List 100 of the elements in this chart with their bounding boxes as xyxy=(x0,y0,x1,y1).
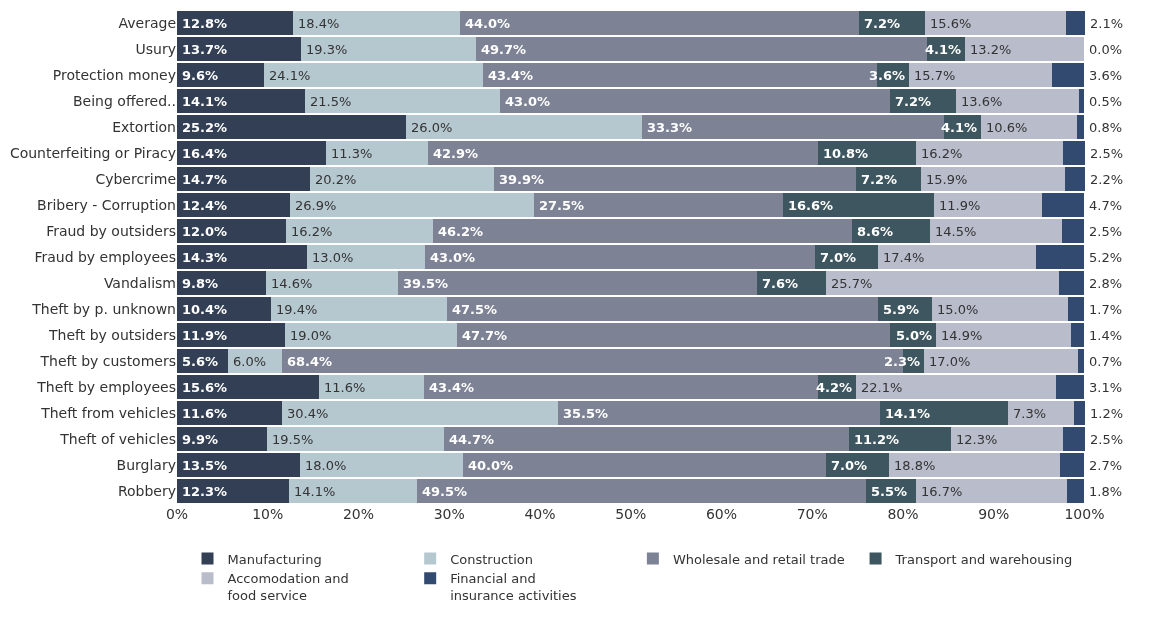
x-tick-label: 10% xyxy=(252,506,284,522)
data-label: 14.1% xyxy=(294,484,336,499)
bar xyxy=(859,11,925,35)
bar xyxy=(265,271,399,295)
data-label: 35.5% xyxy=(563,406,609,421)
bar xyxy=(398,271,757,295)
data-label: 18.8% xyxy=(894,458,936,473)
data-label: 33.3% xyxy=(647,120,693,135)
data-label: 1.2% xyxy=(1090,406,1124,421)
bar xyxy=(284,323,458,347)
data-label: 47.7% xyxy=(462,328,508,343)
bar xyxy=(177,453,300,477)
bar xyxy=(177,63,265,87)
bar xyxy=(325,141,429,165)
bar xyxy=(981,115,1078,139)
y-tick-label: Protection money xyxy=(52,66,176,83)
x-tick-label: 100% xyxy=(1064,506,1105,522)
data-label: 14.7% xyxy=(182,172,228,187)
data-label: 10.4% xyxy=(182,302,228,317)
data-label: 2.5% xyxy=(1089,224,1123,239)
data-label: 10.6% xyxy=(986,120,1028,135)
bar xyxy=(177,479,289,503)
data-label: 43.0% xyxy=(505,94,551,109)
data-label: 4.1% xyxy=(925,42,962,57)
data-label: 2.7% xyxy=(1089,458,1123,473)
legend-label: Financial and insurance activities xyxy=(450,571,577,604)
data-label: 2.3% xyxy=(884,354,921,369)
data-label: 15.7% xyxy=(914,68,956,83)
data-label: 7.3% xyxy=(1013,406,1047,421)
data-label: 19.0% xyxy=(290,328,332,343)
data-label: 47.5% xyxy=(452,302,498,317)
bar xyxy=(447,297,879,321)
bar xyxy=(890,89,956,113)
bar xyxy=(964,37,1085,61)
bar xyxy=(1051,63,1085,87)
data-label: 12.3% xyxy=(956,432,998,447)
data-label: 26.9% xyxy=(295,198,337,213)
data-label: 13.0% xyxy=(312,250,354,265)
y-tick-label: Theft from vehicles xyxy=(40,404,176,421)
data-label: 11.3% xyxy=(331,146,373,161)
data-label: 43.4% xyxy=(429,380,475,395)
y-tick-label: Vandalism xyxy=(103,274,176,291)
bar xyxy=(424,245,815,269)
data-label: 20.2% xyxy=(315,172,357,187)
data-label: 11.6% xyxy=(324,380,366,395)
y-tick-label: Bribery - Corruption xyxy=(37,196,176,213)
bar xyxy=(955,89,1080,113)
bar xyxy=(825,271,1060,295)
bar xyxy=(1059,453,1085,477)
data-label: 43.4% xyxy=(488,68,534,83)
data-label: 0.7% xyxy=(1089,354,1123,369)
bar xyxy=(1062,427,1086,451)
data-label: 25.2% xyxy=(182,120,228,135)
bar xyxy=(457,323,891,347)
data-label: 13.5% xyxy=(182,458,228,473)
bar xyxy=(783,193,934,217)
bar xyxy=(1077,115,1085,139)
bar xyxy=(177,219,286,243)
y-tick-label: Theft of vehicles xyxy=(59,430,176,447)
data-label: 9.8% xyxy=(182,276,219,291)
data-label: 15.9% xyxy=(926,172,968,187)
data-label: 2.5% xyxy=(1090,432,1124,447)
bar xyxy=(1068,297,1084,321)
data-label: 19.3% xyxy=(306,42,348,57)
data-label: 12.4% xyxy=(182,198,228,213)
data-label: 39.9% xyxy=(499,172,545,187)
data-label: 16.4% xyxy=(182,146,228,161)
data-label: 15.0% xyxy=(937,302,979,317)
bar xyxy=(924,11,1067,35)
data-label: 46.2% xyxy=(438,224,484,239)
bar xyxy=(1041,193,1085,217)
y-tick-label: Theft by employees xyxy=(36,378,176,395)
x-tick-label: 0% xyxy=(165,506,189,522)
data-label: 7.6% xyxy=(762,276,799,291)
data-label: 12.0% xyxy=(182,224,228,239)
data-label: 18.4% xyxy=(298,16,340,31)
data-label: 0.8% xyxy=(1089,120,1123,135)
y-tick-label: Extortion xyxy=(112,118,176,135)
legend-label: Transport and warehousing xyxy=(894,551,1073,567)
bar xyxy=(915,479,1068,503)
bar xyxy=(177,167,311,191)
data-label: 2.8% xyxy=(1089,276,1123,291)
data-label: 11.9% xyxy=(939,198,981,213)
bar xyxy=(177,37,302,61)
y-tick-label: Theft by outsiders xyxy=(48,326,176,343)
bar xyxy=(558,401,881,425)
bar xyxy=(177,245,307,269)
bar xyxy=(177,115,406,139)
bar xyxy=(271,297,448,321)
bar xyxy=(878,245,1037,269)
bar xyxy=(855,375,1057,399)
bar xyxy=(282,401,559,425)
data-label: 5.5% xyxy=(871,484,908,499)
data-label: 1.8% xyxy=(1089,484,1123,499)
bar xyxy=(849,427,952,451)
bar xyxy=(405,115,642,139)
data-label: 27.5% xyxy=(539,198,585,213)
legend-label: Manufacturing xyxy=(227,551,322,567)
x-tick-label: 70% xyxy=(796,506,828,522)
bar xyxy=(1067,479,1084,503)
